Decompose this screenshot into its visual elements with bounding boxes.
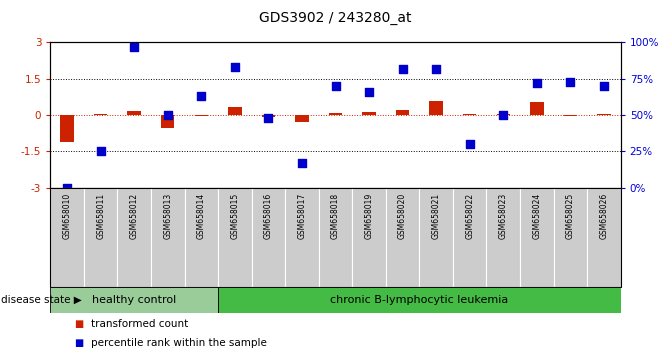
Bar: [386, 188, 419, 287]
Text: GSM658016: GSM658016: [264, 193, 273, 239]
Text: ■: ■: [74, 319, 83, 329]
Text: GDS3902 / 243280_at: GDS3902 / 243280_at: [259, 11, 412, 25]
Bar: [564, 115, 577, 116]
Text: GSM658012: GSM658012: [130, 193, 139, 239]
Text: GSM658014: GSM658014: [197, 193, 206, 239]
Text: GSM658022: GSM658022: [465, 193, 474, 239]
Text: chronic B-lymphocytic leukemia: chronic B-lymphocytic leukemia: [330, 295, 509, 305]
Bar: [396, 110, 409, 115]
Point: [62, 185, 72, 190]
Text: GSM658025: GSM658025: [566, 193, 575, 239]
Bar: [50, 188, 84, 287]
Bar: [117, 188, 151, 287]
Point: [229, 64, 240, 70]
Bar: [127, 111, 141, 115]
Bar: [362, 112, 376, 115]
Text: GSM658024: GSM658024: [532, 193, 541, 239]
Point: [431, 66, 442, 72]
Text: disease state ▶: disease state ▶: [1, 295, 82, 305]
Bar: [486, 188, 520, 287]
Point: [330, 83, 341, 89]
Point: [162, 112, 173, 118]
Bar: [319, 188, 352, 287]
Point: [531, 80, 542, 86]
Bar: [520, 188, 554, 287]
Bar: [497, 114, 510, 115]
Bar: [161, 115, 174, 129]
Text: percentile rank within the sample: percentile rank within the sample: [91, 338, 266, 348]
Bar: [597, 114, 611, 115]
Bar: [84, 188, 117, 287]
Bar: [429, 101, 443, 115]
Bar: [285, 188, 319, 287]
Bar: [554, 188, 587, 287]
Point: [263, 115, 274, 121]
Bar: [587, 188, 621, 287]
Text: GSM658018: GSM658018: [331, 193, 340, 239]
Point: [464, 141, 475, 147]
Bar: [185, 188, 218, 287]
Point: [364, 89, 374, 95]
Bar: [329, 113, 342, 115]
Point: [397, 66, 408, 72]
Text: GSM658010: GSM658010: [62, 193, 72, 239]
Text: GSM658026: GSM658026: [599, 193, 609, 239]
Point: [297, 160, 307, 166]
Text: GSM658015: GSM658015: [230, 193, 240, 239]
Text: healthy control: healthy control: [92, 295, 176, 305]
Point: [599, 83, 609, 89]
Bar: [352, 188, 386, 287]
Bar: [151, 188, 185, 287]
Point: [498, 112, 509, 118]
Point: [196, 93, 207, 99]
Bar: [463, 114, 476, 115]
Bar: [453, 188, 486, 287]
Bar: [295, 115, 309, 122]
Bar: [218, 188, 252, 287]
Text: GSM658021: GSM658021: [431, 193, 441, 239]
Bar: [60, 115, 74, 142]
Text: GSM658020: GSM658020: [398, 193, 407, 239]
Point: [95, 149, 106, 154]
Text: GSM658013: GSM658013: [163, 193, 172, 239]
Text: GSM658017: GSM658017: [297, 193, 307, 239]
Text: GSM658019: GSM658019: [364, 193, 374, 239]
Point: [565, 79, 576, 85]
Bar: [252, 188, 285, 287]
Bar: [195, 115, 208, 116]
Bar: [228, 107, 242, 115]
Bar: [530, 102, 544, 115]
Bar: [419, 188, 453, 287]
Text: ■: ■: [74, 338, 83, 348]
Bar: [94, 114, 107, 115]
Point: [129, 44, 140, 50]
Bar: [262, 115, 275, 116]
Bar: [50, 287, 218, 313]
Text: transformed count: transformed count: [91, 319, 188, 329]
Bar: [218, 287, 621, 313]
Text: GSM658011: GSM658011: [96, 193, 105, 239]
Text: GSM658023: GSM658023: [499, 193, 508, 239]
